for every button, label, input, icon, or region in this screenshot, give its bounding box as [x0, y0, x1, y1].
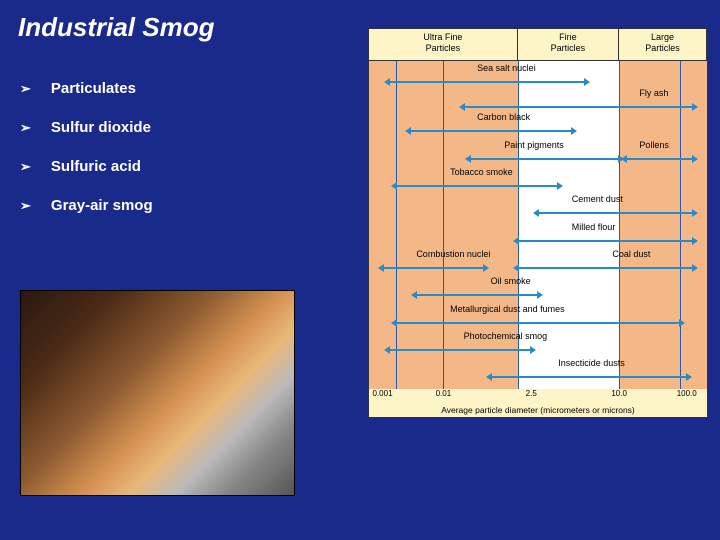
bullet-item: ➢ Gray-air smog — [20, 197, 153, 214]
particle-range-bar — [389, 349, 531, 351]
particle-range-bar — [538, 212, 693, 214]
particle-label: Insecticide dusts — [558, 358, 625, 368]
bullet-text: Particulates — [51, 80, 136, 97]
chart-gridline — [619, 61, 620, 389]
xaxis-label: Average particle diameter (micrometers o… — [369, 405, 707, 415]
bullet-item: ➢ Particulates — [20, 80, 153, 97]
chart-plot-area: Sea salt nuclei Fly ash Carbon black Paint … — [369, 61, 707, 389]
particle-range-bar — [491, 376, 687, 378]
particle-label: Tobacco smoke — [450, 167, 513, 177]
particle-label: Cement dust — [572, 194, 623, 204]
particle-range-bar — [416, 294, 538, 296]
bullet-text: Gray-air smog — [51, 197, 153, 214]
particle-label: Combustion nuclei — [416, 249, 490, 259]
particle-label: Paint pigments — [504, 140, 564, 150]
particle-range-bar — [410, 130, 572, 132]
bullet-item: ➢ Sulfuric acid — [20, 158, 153, 175]
chart-header: Ultra FineParticlesFineParticlesLargePar… — [369, 29, 707, 61]
xaxis-tick: 10.0 — [611, 389, 627, 398]
particle-label: Milled flour — [572, 222, 616, 232]
xaxis-tick: 0.001 — [373, 389, 393, 398]
particle-label: Sea salt nuclei — [477, 63, 536, 73]
bullet-text: Sulfuric acid — [51, 158, 141, 175]
xaxis-tick: 100.0 — [677, 389, 697, 398]
particle-label: Fly ash — [639, 88, 668, 98]
chart-gridline — [443, 61, 444, 389]
particle-label: Oil smoke — [491, 276, 531, 286]
xaxis-tick: 0.01 — [436, 389, 452, 398]
particle-range-bar — [464, 106, 694, 108]
particle-range-bar — [626, 158, 694, 160]
bullet-arrow-icon: ➢ — [20, 159, 31, 175]
chart-header-cell: Ultra FineParticles — [369, 29, 518, 60]
smog-photo — [20, 290, 295, 496]
particle-range-bar — [383, 267, 484, 269]
particle-range-bar — [396, 185, 558, 187]
chart-header-cell: FineParticles — [518, 29, 619, 60]
particle-label: Pollens — [639, 140, 669, 150]
particle-range-bar — [518, 240, 694, 242]
bullet-arrow-icon: ➢ — [20, 120, 31, 136]
particle-range-bar — [396, 322, 680, 324]
particle-label: Photochemical smog — [464, 331, 548, 341]
bullet-item: ➢ Sulfur dioxide — [20, 119, 153, 136]
particle-label: Coal dust — [612, 249, 650, 259]
bullet-arrow-icon: ➢ — [20, 198, 31, 214]
particle-size-chart: Ultra FineParticlesFineParticlesLargePar… — [368, 28, 708, 418]
bullet-text: Sulfur dioxide — [51, 119, 151, 136]
particle-range-bar — [470, 158, 619, 160]
chart-xaxis: Average particle diameter (micrometers o… — [369, 387, 707, 417]
chart-header-cell: LargeParticles — [619, 29, 707, 60]
bullet-arrow-icon: ➢ — [20, 81, 31, 97]
chart-gridline — [396, 61, 397, 389]
chart-gridline — [680, 61, 681, 389]
bullet-list: ➢ Particulates ➢ Sulfur dioxide ➢ Sulfuric ac… — [20, 80, 153, 236]
particle-range-bar — [518, 267, 694, 269]
particle-range-bar — [389, 81, 585, 83]
particle-label: Metallurgical dust and fumes — [450, 304, 565, 314]
particle-label: Carbon black — [477, 112, 530, 122]
xaxis-tick: 2.5 — [526, 389, 537, 398]
